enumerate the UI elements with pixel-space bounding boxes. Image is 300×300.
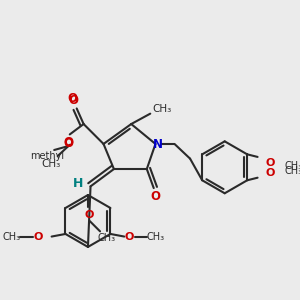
Text: N: N	[153, 138, 163, 151]
Text: O: O	[265, 168, 274, 178]
Text: methyl: methyl	[30, 151, 64, 161]
Text: O: O	[63, 136, 73, 150]
Text: CH₃: CH₃	[153, 104, 172, 114]
Text: CH₃: CH₃	[285, 166, 300, 176]
Text: O: O	[151, 190, 160, 203]
Text: CH₃: CH₃	[98, 233, 116, 243]
Text: O: O	[33, 232, 42, 242]
Text: O: O	[265, 158, 274, 168]
Text: O: O	[68, 92, 77, 105]
Text: O: O	[85, 210, 94, 220]
Text: H: H	[73, 177, 84, 190]
Text: O: O	[125, 232, 134, 242]
Text: CH₃: CH₃	[3, 232, 21, 242]
Text: O: O	[63, 136, 73, 149]
Text: O: O	[68, 94, 78, 107]
Text: CH₃: CH₃	[146, 232, 164, 242]
Text: CH₃: CH₃	[41, 159, 60, 169]
Text: CH₃: CH₃	[285, 160, 300, 171]
